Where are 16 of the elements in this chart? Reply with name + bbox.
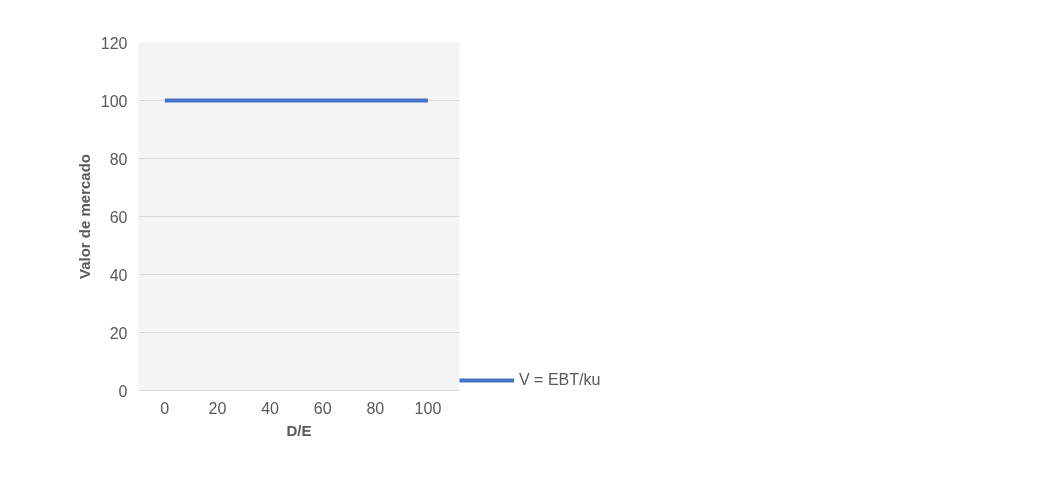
- x-tick-label: 0: [160, 399, 170, 417]
- y-tick-label: 40: [109, 266, 128, 284]
- y-tick-label: 120: [100, 34, 128, 52]
- y-tick-label: 60: [109, 208, 128, 226]
- x-axis-title: D/E: [286, 421, 312, 439]
- x-tick-label: 40: [261, 399, 280, 417]
- x-tick-label: 80: [366, 399, 385, 417]
- x-tick-label: 100: [414, 399, 442, 417]
- x-tick-label: 20: [208, 399, 227, 417]
- y-axis-title: Valor de mercado: [75, 153, 93, 280]
- y-tick-label: 0: [118, 382, 128, 400]
- y-tick-label: 20: [109, 324, 128, 342]
- y-tick-label: 100: [100, 92, 128, 110]
- x-tick-label: 60: [313, 399, 332, 417]
- legend-label: V = EBT/ku: [519, 371, 602, 389]
- y-tick-label: 80: [109, 150, 128, 168]
